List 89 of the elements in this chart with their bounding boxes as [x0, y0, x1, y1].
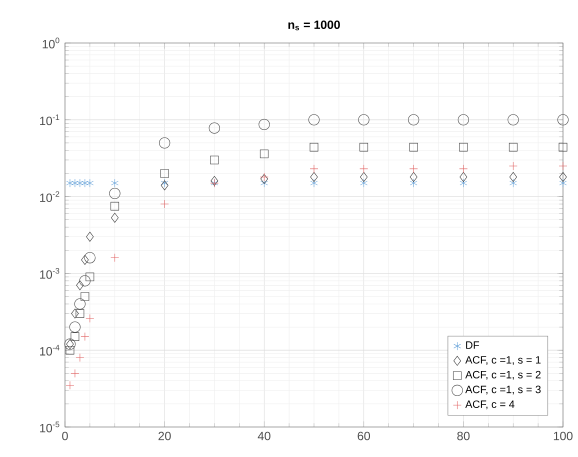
point [260, 174, 268, 184]
x-tick-label: 100 [554, 432, 573, 440]
point [79, 275, 91, 286]
point [509, 172, 517, 182]
point [360, 178, 368, 188]
point [76, 309, 84, 318]
point [70, 332, 80, 341]
y-tick-label: 10$^{-3}$ [40, 268, 60, 279]
point [66, 380, 74, 390]
point [308, 114, 320, 126]
point [258, 118, 270, 130]
point [71, 308, 79, 318]
point [160, 178, 168, 188]
point [160, 169, 169, 178]
point [310, 164, 318, 174]
point [408, 114, 420, 126]
legend-label: ACF, c =1, s = 3 [465, 386, 541, 394]
point [158, 137, 170, 149]
point [260, 172, 268, 182]
point [66, 178, 74, 188]
point [210, 156, 219, 164]
point [358, 114, 370, 126]
point [84, 252, 96, 264]
y-tick-label: 10$^{0}$ [42, 38, 60, 48]
point [559, 178, 567, 188]
point [360, 164, 368, 174]
point [76, 353, 84, 362]
point [459, 142, 468, 152]
point [86, 178, 94, 188]
x-tick-label: 60 [358, 432, 370, 440]
point [70, 369, 80, 378]
point [86, 232, 94, 242]
y-tick-label: 10$^{-5}$ [40, 422, 60, 432]
point [86, 314, 94, 323]
point [409, 164, 418, 174]
point [160, 180, 168, 190]
point [76, 178, 84, 188]
point [110, 253, 120, 262]
point [66, 346, 74, 354]
point [260, 150, 268, 158]
x-tick-label: 40 [258, 432, 270, 440]
point [360, 172, 368, 182]
point [86, 272, 94, 282]
legend-label: ACF, c = 4 [465, 400, 514, 410]
point [409, 142, 418, 152]
point [260, 178, 268, 188]
point [74, 298, 86, 310]
point [558, 142, 568, 152]
point [410, 172, 418, 182]
point [508, 162, 518, 170]
x-tick-label: 0 [62, 432, 68, 440]
point [558, 162, 568, 170]
point [508, 142, 518, 152]
point [410, 178, 418, 188]
point [160, 200, 169, 208]
point [310, 142, 318, 152]
y-tick-label: 10$^{-4}$ [40, 344, 60, 356]
point [80, 292, 90, 301]
legend-label: DF [466, 341, 480, 349]
point [509, 178, 517, 188]
legend-label: ACF, c =1, s = 1 [465, 356, 541, 365]
point [458, 114, 470, 126]
point [210, 176, 218, 186]
point [110, 202, 120, 210]
point [559, 172, 567, 182]
point [69, 321, 81, 333]
legend-label: ACF, c =1, s = 2 [465, 370, 541, 380]
x-tick-label: 80 [457, 432, 470, 440]
point [111, 178, 119, 188]
point [111, 212, 119, 223]
point [81, 254, 89, 265]
point [208, 122, 220, 134]
chart-title: n$_{s}$ = 1000 [288, 20, 340, 30]
point [460, 178, 468, 188]
y-tick-label: 10$^{-2}$ [40, 191, 60, 202]
point [310, 172, 318, 182]
point [360, 142, 368, 152]
point [459, 164, 468, 174]
point [109, 188, 120, 200]
point [81, 178, 89, 188]
point [80, 332, 90, 341]
point [508, 114, 519, 126]
x-tick-label: 20 [158, 432, 171, 440]
point [460, 172, 468, 182]
y-tick-label: 10$^{-1}$ [40, 114, 60, 126]
point [76, 280, 84, 290]
point [557, 114, 569, 126]
point [310, 178, 318, 188]
point [71, 178, 79, 188]
